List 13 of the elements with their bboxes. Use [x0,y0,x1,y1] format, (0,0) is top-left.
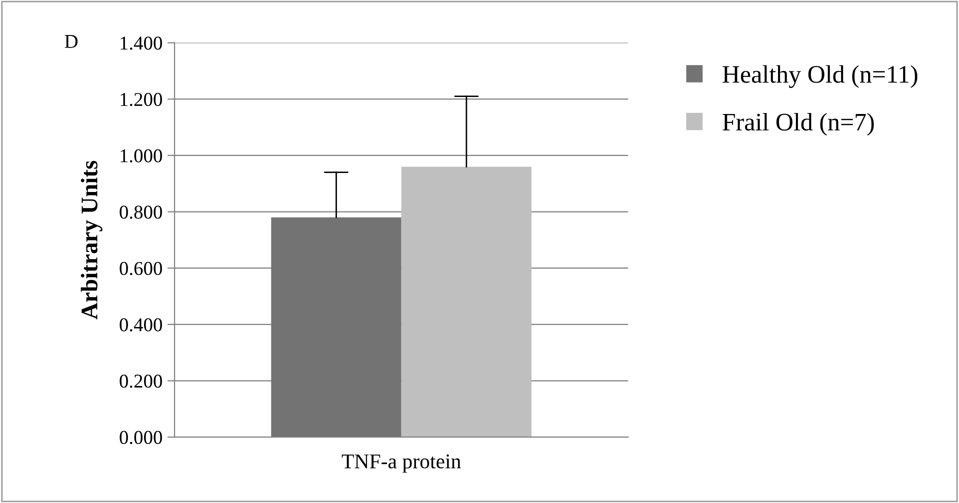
y-tick-label: 1.200 [120,92,162,106]
legend-label: Healthy Old (n=11) [722,65,918,88]
y-tick-label: 0.800 [120,206,162,219]
y-tick-label: 0.400 [120,318,162,332]
y-tick-label: 1.400 [120,36,162,50]
y-tick-label: 0.200 [120,374,162,388]
text: D [64,35,78,48]
x-tick-label: TNF-a protein [342,454,461,473]
y-tick-label: 0.000 [120,430,162,444]
legend-label: Frail Old (n=7) [722,112,874,136]
y-axis-title: Arbitrary Units [80,160,102,320]
y-tick-label: 0.600 [120,262,162,276]
y-tick-label: 1.000 [120,149,162,162]
